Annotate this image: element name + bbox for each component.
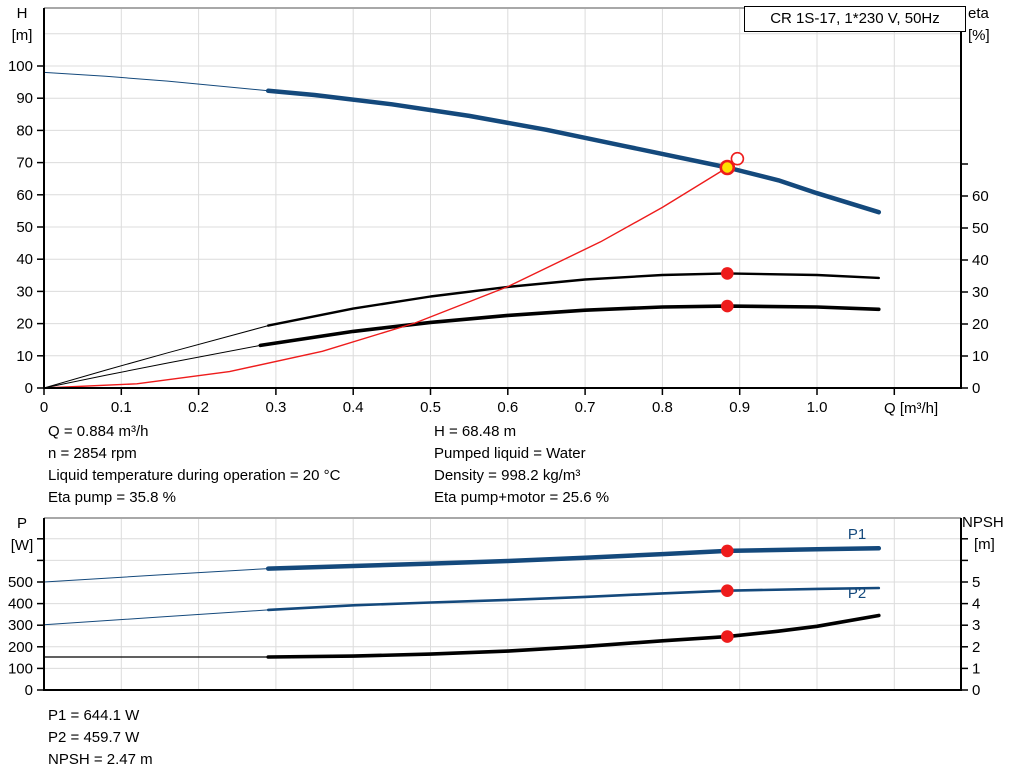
npsh-axis-unit: [m] — [974, 536, 995, 553]
right-axis-tick-label: 1 — [972, 660, 980, 677]
info-line-eta-total: Eta pump+motor = 25.6 % — [434, 489, 610, 506]
series-label-P1: P1 — [848, 526, 866, 543]
left-axis-tick-label: 80 — [16, 122, 33, 139]
info-column-left: Q = 0.884 m³/h n = 2854 rpm Liquid tempe… — [48, 421, 340, 509]
eta-axis-label: eta — [968, 5, 989, 22]
info-column-right: H = 68.48 m Pumped liquid = Water Densit… — [434, 421, 609, 509]
left-axis-tick-label: 60 — [16, 187, 33, 204]
info-line-temp: Liquid temperature during operation = 20… — [48, 467, 341, 484]
result-line-npsh: NPSH = 2.47 m — [48, 751, 153, 768]
info-line-eta: Eta pump = 35.8 % — [48, 489, 176, 506]
x-axis-tick-label: 0.2 — [188, 399, 209, 416]
info-line-n: n = 2854 rpm — [48, 445, 137, 462]
right-axis-tick-label: 20 — [972, 316, 989, 333]
left-axis-tick-label: 200 — [8, 639, 33, 656]
x-axis-tick-label: 1.0 — [807, 399, 828, 416]
x-axis-tick-label: 0.5 — [420, 399, 441, 416]
info-line-h: H = 68.48 m — [434, 423, 517, 440]
right-axis-tick-label: 0 — [972, 380, 980, 397]
right-axis-tick-label: 4 — [972, 596, 980, 613]
left-axis-tick-label: 30 — [16, 283, 33, 300]
x-axis-tick-label: 0.8 — [652, 399, 673, 416]
left-axis-tick-label: 90 — [16, 90, 33, 107]
left-axis-tick-label: 0 — [25, 380, 33, 397]
x-axis-tick-label: 0.6 — [497, 399, 518, 416]
right-axis-tick-label: 10 — [972, 348, 989, 365]
right-axis-tick-label: 60 — [972, 188, 989, 205]
left-axis-tick-label: 500 — [8, 574, 33, 591]
x-axis-tick-label: 0.7 — [575, 399, 596, 416]
series-label-P2: P2 — [848, 585, 866, 602]
curve-point-marker — [721, 544, 734, 558]
left-axis-tick-label: 400 — [8, 596, 33, 613]
x-axis-tick-label: 0.9 — [729, 399, 750, 416]
p1-curve — [265, 546, 882, 571]
p-axis-unit: [W] — [10, 537, 34, 554]
p1-curve-extension — [43, 568, 269, 583]
x-axis-tick-label: 0.4 — [343, 399, 364, 416]
results-column: P1 = 644.1 W P2 = 459.7 W NPSH = 2.47 m — [48, 705, 153, 771]
right-axis-tick-label: 30 — [972, 284, 989, 301]
right-axis-tick-label: 3 — [972, 617, 980, 634]
result-line-p2: P2 = 459.7 W — [48, 729, 140, 746]
right-axis-tick-label: 5 — [972, 574, 980, 591]
right-axis-tick-label: 40 — [972, 252, 989, 269]
left-axis-tick-label: 20 — [16, 316, 33, 333]
x-axis-tick-label: 0.1 — [111, 399, 132, 416]
left-axis-tick-label: 100 — [8, 58, 33, 75]
requested-duty-marker — [730, 151, 745, 166]
x-axis-tick-label: 0.3 — [265, 399, 286, 416]
system-curve — [43, 166, 728, 389]
p-axis-label: P — [16, 515, 27, 532]
right-axis-tick-label: 50 — [972, 220, 989, 237]
left-axis-tick-label: 0 — [25, 682, 33, 699]
curve-point-marker — [721, 267, 734, 280]
h-axis-label: H — [16, 5, 28, 22]
q-axis-label: Q [m³/h] — [884, 400, 939, 417]
eta-pump-curve-extension — [43, 325, 269, 389]
info-line-q: Q = 0.884 m³/h — [48, 423, 149, 440]
left-axis-tick-label: 100 — [8, 660, 33, 677]
result-line-p1: P1 = 644.1 W — [48, 707, 140, 724]
eta-pump-curve — [267, 272, 880, 327]
left-axis-tick-label: 300 — [8, 617, 33, 634]
curve-point-marker — [721, 299, 734, 313]
info-line-liquid: Pumped liquid = Water — [434, 445, 586, 462]
info-line-density: Density = 998.2 kg/m³ — [434, 467, 581, 484]
head-curve — [265, 88, 882, 215]
eta-pump-motor-curve-extension — [43, 344, 261, 389]
left-axis-tick-label: 10 — [16, 348, 33, 365]
x-axis-tick-label: 0 — [40, 399, 48, 416]
right-axis-tick-label: 2 — [972, 639, 980, 656]
curve-point-marker — [721, 630, 734, 643]
p2-curve — [266, 586, 881, 612]
npsh-axis-label: NPSH — [962, 514, 1004, 531]
pump-model-title: CR 1S-17, 1*230 V, 50Hz — [744, 6, 966, 32]
left-axis-tick-label: 40 — [16, 251, 33, 268]
left-axis-tick-label: 70 — [16, 155, 33, 172]
duty-point-marker — [719, 159, 736, 176]
npsh-curve — [266, 613, 881, 659]
p2-curve-extension — [43, 609, 269, 626]
eta-pump-motor-curve — [258, 304, 881, 348]
left-axis-tick-label: 50 — [16, 219, 33, 236]
h-axis-unit: [m] — [11, 27, 33, 44]
curve-point-marker — [721, 584, 734, 597]
head-curve-extension — [43, 71, 269, 92]
right-axis-tick-label: 0 — [972, 682, 980, 699]
eta-axis-unit: [%] — [968, 27, 990, 44]
